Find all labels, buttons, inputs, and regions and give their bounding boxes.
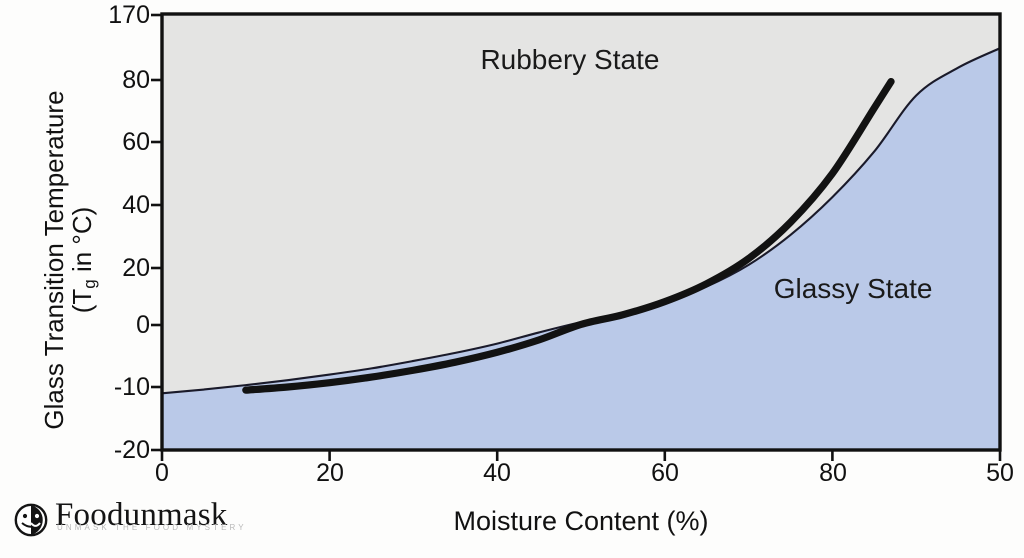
axes-frame bbox=[160, 12, 1002, 452]
watermark-tagline: UNMASK THE FOOD MYSTERY bbox=[57, 523, 247, 532]
y-tick-label: 170 bbox=[108, 1, 150, 29]
watermark: Foodunmask UNMASK THE FOOD MYSTERY bbox=[14, 497, 244, 543]
x-tick-label: 40 bbox=[483, 459, 511, 487]
y-axis-tick-labels: 170 80 60 40 20 0 -10 -20 bbox=[78, 0, 150, 470]
y-tick-label: 0 bbox=[136, 311, 150, 339]
x-tick-label: 80 bbox=[819, 459, 847, 487]
x-tick-label: 20 bbox=[316, 459, 344, 487]
glassy-region-fill bbox=[162, 48, 1000, 450]
watermark-text: Foodunmask UNMASK THE FOOD MYSTERY bbox=[55, 497, 244, 541]
y-tick-label: 60 bbox=[122, 128, 150, 156]
region-label-rubbery: Rubbery State bbox=[480, 43, 660, 75]
x-axis-tick-marks bbox=[160, 450, 1002, 461]
x-axis-tick-labels: 0 20 40 60 80 50 bbox=[0, 461, 1024, 495]
x-tick-label: 50 bbox=[986, 459, 1014, 487]
region-label-glassy: Glassy State bbox=[773, 272, 933, 304]
y-tick-label: 20 bbox=[122, 254, 150, 282]
y-tick-label: -10 bbox=[113, 373, 150, 401]
watermark-brand: Foodunmask bbox=[55, 497, 228, 533]
x-axis-title: Moisture Content (%) bbox=[453, 506, 709, 536]
y-axis-tick-marks bbox=[151, 13, 162, 452]
y-tick-label: -20 bbox=[113, 436, 150, 464]
theater-mask-icon bbox=[14, 503, 48, 537]
experimental-tg-curve bbox=[242, 77, 895, 394]
y-tick-label: 80 bbox=[122, 66, 150, 94]
x-tick-label: 60 bbox=[651, 459, 679, 487]
x-tick-label: 0 bbox=[155, 459, 169, 487]
y-tick-label: 40 bbox=[122, 191, 150, 219]
